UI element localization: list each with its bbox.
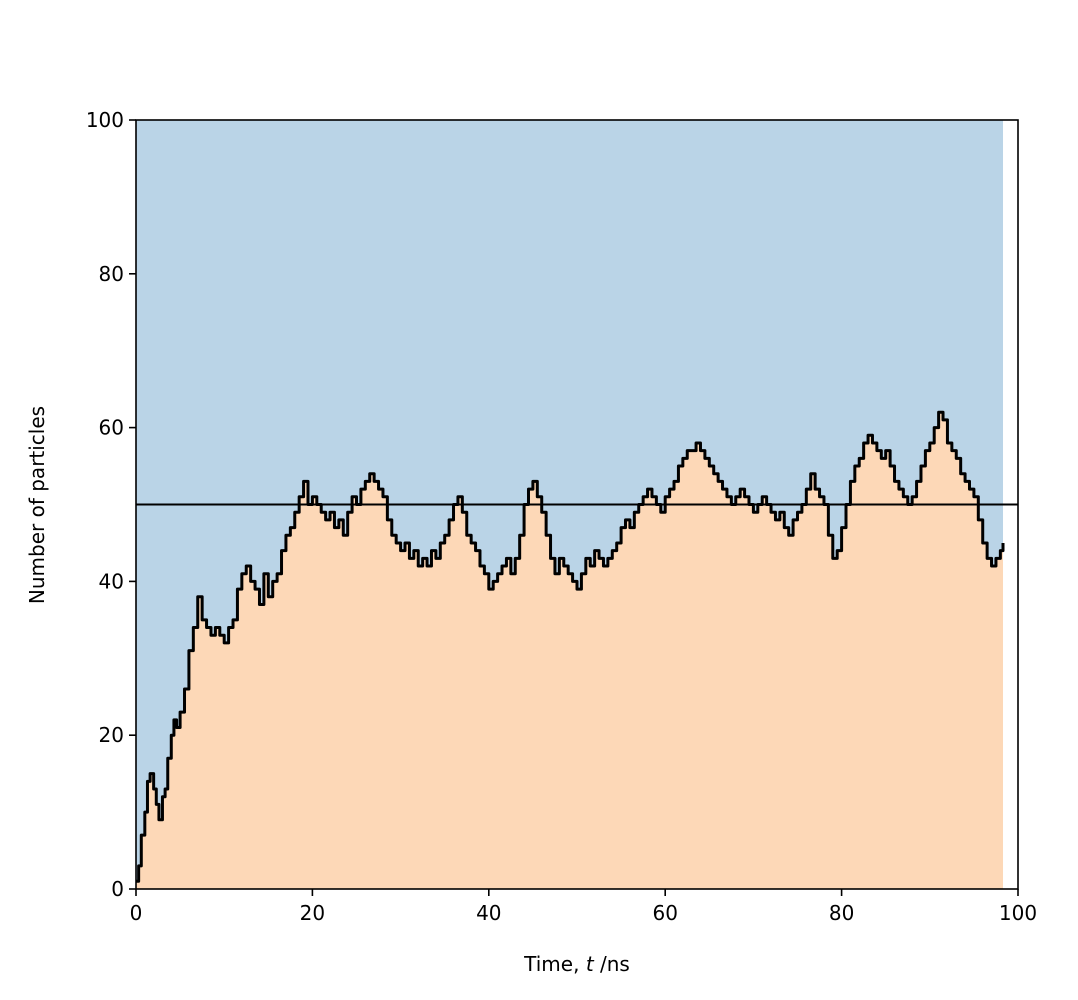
x-axis: 0 20 40 60 80 100 — [130, 889, 1037, 925]
x-tick-label: 0 — [130, 901, 143, 925]
area-below-line — [136, 412, 1004, 889]
y-tick-label: 20 — [99, 723, 124, 747]
plot-frame — [135, 119, 1019, 890]
x-tick-label: 40 — [476, 901, 501, 925]
y-tick-label: 100 — [86, 108, 124, 132]
series-line — [136, 410, 1005, 883]
x-axis-label-variable: t — [586, 952, 595, 976]
plot-area — [136, 120, 1018, 889]
y-tick-label: 40 — [99, 569, 124, 593]
x-tick-label: 60 — [652, 901, 677, 925]
area-above-line — [136, 120, 1004, 882]
y-tick-label: 80 — [99, 262, 124, 286]
y-axis: 0 20 40 60 80 100 — [86, 108, 136, 901]
x-tick-label: 80 — [829, 901, 854, 925]
x-axis-label: Time, t /ns — [523, 952, 630, 976]
x-tick-label: 20 — [300, 901, 325, 925]
x-axis-label-prefix: Time, — [523, 952, 586, 976]
y-tick-label: 60 — [99, 416, 124, 440]
y-axis-label: Number of particles — [25, 406, 49, 604]
y-tick-label: 0 — [111, 877, 124, 901]
x-axis-label-suffix: /ns — [594, 952, 630, 976]
x-tick-label: 100 — [999, 901, 1037, 925]
